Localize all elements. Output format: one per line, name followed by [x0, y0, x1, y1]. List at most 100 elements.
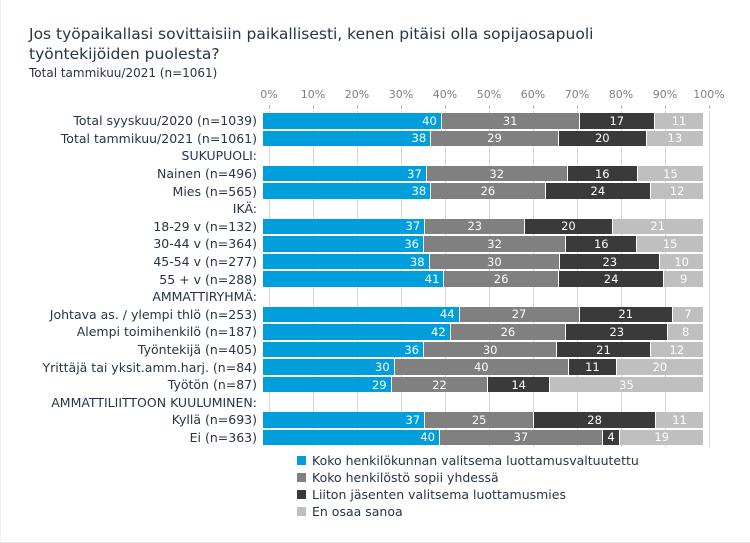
bar-value-label: 36	[404, 236, 419, 251]
row-label: Alempi toimihenkilö (n=187)	[76, 324, 257, 340]
group-header-row: AMMATTIRYHMÄ:	[1, 288, 750, 306]
bar-segment: 7	[671, 306, 703, 323]
bar-value-label: 38	[411, 131, 427, 146]
bar-value-label: 26	[500, 324, 516, 339]
bar-segment: 11	[567, 359, 616, 375]
bar-value-label: 32	[487, 236, 502, 251]
group-header-row: IKÄ:	[1, 200, 750, 218]
bar-segment: 9	[663, 271, 703, 287]
bar-value-label: 16	[594, 166, 610, 181]
table-row: Total syyskuu/2020 (n=1039) 40 31 17 11	[1, 112, 750, 130]
x-axis-tick-mark	[621, 105, 622, 109]
legend-color-swatch	[297, 490, 306, 499]
legend-label: En osaa sanoa	[312, 504, 403, 519]
bar-segment: 40	[263, 429, 439, 446]
x-axis: 0% 10% 20% 30% 40% 50% 60% 70% 80% 90% 100%	[260, 88, 725, 112]
x-axis-tick-label: 80%	[608, 88, 634, 101]
bar-segment: 20	[557, 130, 646, 147]
legend: Koko henkilökunnan valitsema luottamusva…	[297, 452, 639, 520]
legend-item: Koko henkilöstö sopii yhdessä	[297, 469, 639, 486]
table-row: Kyllä (n=693) 37 25 28 11	[1, 411, 750, 429]
x-axis-tick-label: 30%	[388, 88, 414, 101]
x-axis-tick-label: 50%	[476, 88, 502, 101]
bar-value-label: 30	[482, 342, 498, 357]
bar-segment: 21	[578, 306, 672, 323]
bar-value-label: 40	[420, 430, 435, 445]
bar-value-label: 21	[650, 219, 666, 234]
stacked-bar: 36 30 21 12	[263, 341, 703, 358]
group-header-label: SUKUPUOLI:	[181, 148, 257, 164]
bar-value-label: 12	[669, 342, 685, 357]
x-axis-tick-mark	[709, 105, 710, 109]
table-row: 18-29 v (n=132) 37 23 20 21	[1, 218, 750, 236]
bar-value-label: 13	[667, 131, 683, 146]
bar-value-label: 17	[609, 113, 625, 128]
bar-segment: 15	[636, 236, 703, 252]
bar-segment: 21	[556, 341, 650, 358]
bar-segment: 21	[611, 218, 703, 235]
bar-segment: 23	[559, 253, 660, 270]
bar-segment: 26	[449, 324, 566, 340]
legend-label: Liiton jäsenten valitsema luottamusmies	[312, 487, 566, 502]
bar-segment: 22	[390, 376, 488, 393]
stacked-bar: 40 31 17 11	[263, 113, 703, 129]
bar-value-label: 29	[371, 377, 387, 392]
legend-item: Koko henkilökunnan valitsema luottamusva…	[297, 452, 639, 469]
bar-value-label: 10	[674, 254, 689, 269]
bar-value-label: 11	[585, 360, 600, 375]
stacked-bar: 36 32 16 15	[263, 236, 703, 252]
bar-value-label: 27	[511, 307, 527, 322]
bar-segment: 36	[263, 236, 423, 252]
bar-value-label: 36	[404, 342, 419, 357]
row-label: 18-29 v (n=132)	[153, 218, 257, 234]
bar-segment: 26	[430, 183, 545, 199]
x-axis-tick-label: 70%	[564, 88, 590, 101]
bar-segment: 41	[263, 271, 444, 287]
bar-segment: 23	[565, 324, 668, 340]
bar-value-label: 11	[672, 412, 687, 427]
table-row: Johtava as. / ylempi thlö (n=253) 44 27 21 7	[1, 306, 750, 324]
row-label: 55 + v (n=288)	[159, 271, 257, 287]
legend-color-swatch	[297, 507, 306, 516]
table-row: Yrittäjä tai yksit.amm.harj. (n=84) 30 40 1…	[1, 358, 750, 376]
bar-value-label: 38	[411, 184, 427, 199]
bar-segment: 42	[263, 324, 450, 340]
bar-segment: 38	[263, 183, 431, 199]
group-header-label: IKÄ:	[232, 201, 257, 217]
bar-segment: 19	[619, 429, 703, 446]
table-row: Työtön (n=87) 29 22 14 35	[1, 376, 750, 394]
bar-segment: 40	[263, 113, 441, 129]
row-label: Ei (n=363)	[189, 429, 257, 445]
bar-segment: 4	[601, 429, 620, 446]
bar-value-label: 35	[619, 377, 634, 392]
row-label: Mies (n=565)	[172, 183, 257, 199]
bar-value-label: 40	[473, 360, 489, 375]
bar-value-label: 16	[593, 236, 609, 251]
bar-segment: 30	[423, 341, 557, 358]
bar-segment: 38	[263, 253, 429, 270]
bar-segment: 44	[263, 306, 459, 323]
stacked-bar: 37 23 20 21	[263, 218, 703, 235]
bar-segment: 8	[667, 324, 703, 340]
bar-segment: 24	[557, 271, 664, 287]
bar-segment: 15	[636, 165, 703, 182]
bar-segment: 20	[615, 359, 703, 375]
bar-value-label: 32	[489, 166, 505, 181]
bar-value-label: 11	[671, 113, 687, 128]
bar-value-label: 14	[511, 377, 526, 392]
bar-value-label: 37	[513, 430, 529, 445]
row-label: Kyllä (n=693)	[171, 412, 257, 428]
bar-rows: Total syyskuu/2020 (n=1039) 40 31 17 11 Total…	[1, 112, 750, 446]
legend-color-swatch	[297, 456, 306, 465]
x-axis-tick-mark	[313, 105, 314, 109]
bar-value-label: 19	[654, 430, 669, 445]
row-label: Johtava as. / ylempi thlö (n=253)	[49, 306, 257, 322]
bar-segment: 12	[649, 341, 703, 358]
stacked-bar: 38 26 24 12	[263, 183, 703, 199]
legend-color-swatch	[297, 473, 306, 482]
table-row: Ei (n=363) 40 37 4 19	[1, 429, 750, 447]
x-axis-tick-mark	[357, 105, 358, 109]
bar-value-label: 42	[431, 324, 446, 339]
x-axis-tick-label: 10%	[300, 88, 326, 101]
